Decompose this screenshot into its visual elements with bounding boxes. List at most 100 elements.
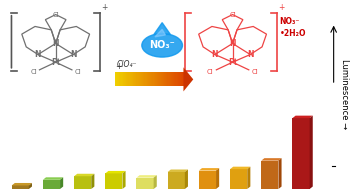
Bar xyxy=(166,72,168,87)
Text: Cl: Cl xyxy=(30,69,37,74)
Bar xyxy=(168,72,169,87)
Bar xyxy=(170,72,171,87)
Bar xyxy=(133,72,135,87)
Bar xyxy=(156,72,158,87)
Bar xyxy=(132,72,133,87)
Bar xyxy=(159,72,161,87)
Bar xyxy=(143,72,145,87)
Polygon shape xyxy=(216,168,219,189)
Bar xyxy=(137,72,139,87)
Text: +: + xyxy=(101,3,108,12)
Polygon shape xyxy=(136,175,157,178)
Polygon shape xyxy=(310,116,313,189)
Polygon shape xyxy=(292,116,313,118)
Bar xyxy=(141,72,142,87)
Text: N: N xyxy=(229,39,236,48)
Polygon shape xyxy=(43,177,63,180)
Text: NO₃⁻: NO₃⁻ xyxy=(280,17,300,26)
Bar xyxy=(120,72,122,87)
Bar xyxy=(179,72,180,87)
Bar xyxy=(163,72,164,87)
Text: +: + xyxy=(278,3,285,12)
Bar xyxy=(155,72,156,87)
Bar xyxy=(172,72,173,87)
Bar xyxy=(151,72,153,87)
Polygon shape xyxy=(155,29,165,37)
Polygon shape xyxy=(185,170,188,189)
Polygon shape xyxy=(91,174,95,189)
Bar xyxy=(136,178,154,189)
Bar xyxy=(180,72,182,87)
Bar xyxy=(127,72,129,87)
Bar xyxy=(105,174,122,189)
Polygon shape xyxy=(247,167,250,189)
Bar xyxy=(261,161,279,189)
Bar xyxy=(139,72,140,87)
Bar xyxy=(121,72,123,87)
Bar xyxy=(135,72,137,87)
Bar xyxy=(116,72,117,87)
Bar xyxy=(176,72,178,87)
Bar xyxy=(174,72,176,87)
Text: Luminescence →: Luminescence → xyxy=(340,59,349,130)
Bar xyxy=(123,72,124,87)
Bar xyxy=(171,72,172,87)
Bar xyxy=(145,72,146,87)
Text: N: N xyxy=(247,50,253,59)
Text: Cl: Cl xyxy=(251,69,258,74)
Text: ClO₄⁻: ClO₄⁻ xyxy=(116,60,137,70)
Polygon shape xyxy=(261,158,281,161)
Bar xyxy=(148,72,149,87)
Bar xyxy=(158,72,160,87)
Bar xyxy=(154,72,155,87)
Bar xyxy=(292,118,310,189)
Bar xyxy=(168,172,185,189)
Bar xyxy=(149,72,150,87)
Bar xyxy=(134,72,136,87)
Text: Cl: Cl xyxy=(52,12,59,18)
Polygon shape xyxy=(230,167,250,169)
Bar xyxy=(169,72,170,87)
Text: Cl: Cl xyxy=(229,12,236,18)
Text: Cl: Cl xyxy=(74,69,81,74)
Bar xyxy=(199,170,216,189)
Polygon shape xyxy=(122,171,126,189)
Polygon shape xyxy=(154,23,170,34)
Bar xyxy=(115,72,116,87)
Polygon shape xyxy=(168,170,188,172)
Polygon shape xyxy=(74,174,95,176)
Bar xyxy=(12,185,29,189)
Bar xyxy=(150,72,152,87)
Bar xyxy=(153,72,154,87)
Bar xyxy=(119,72,121,87)
Circle shape xyxy=(142,34,183,57)
Bar xyxy=(178,72,179,87)
Bar xyxy=(131,72,132,87)
Polygon shape xyxy=(183,67,193,91)
Bar xyxy=(164,72,165,87)
Bar xyxy=(118,72,120,87)
Text: N: N xyxy=(70,50,77,59)
Polygon shape xyxy=(12,183,32,185)
Bar xyxy=(175,72,177,87)
Bar xyxy=(129,72,130,87)
Bar xyxy=(126,72,127,87)
Text: NO₃⁻: NO₃⁻ xyxy=(149,40,175,50)
Bar xyxy=(165,72,166,87)
Text: •2H₂O: •2H₂O xyxy=(280,29,306,38)
Bar xyxy=(74,176,91,189)
Bar xyxy=(160,72,162,87)
Polygon shape xyxy=(154,175,157,189)
Text: Pt: Pt xyxy=(51,58,61,67)
Bar xyxy=(230,169,247,189)
Bar xyxy=(142,72,144,87)
Polygon shape xyxy=(60,177,63,189)
Bar xyxy=(136,72,138,87)
Bar xyxy=(140,72,141,87)
Bar xyxy=(173,72,175,87)
Text: N: N xyxy=(52,39,59,48)
Polygon shape xyxy=(279,158,281,189)
Bar xyxy=(157,72,159,87)
Polygon shape xyxy=(199,168,219,170)
Bar xyxy=(117,72,118,87)
